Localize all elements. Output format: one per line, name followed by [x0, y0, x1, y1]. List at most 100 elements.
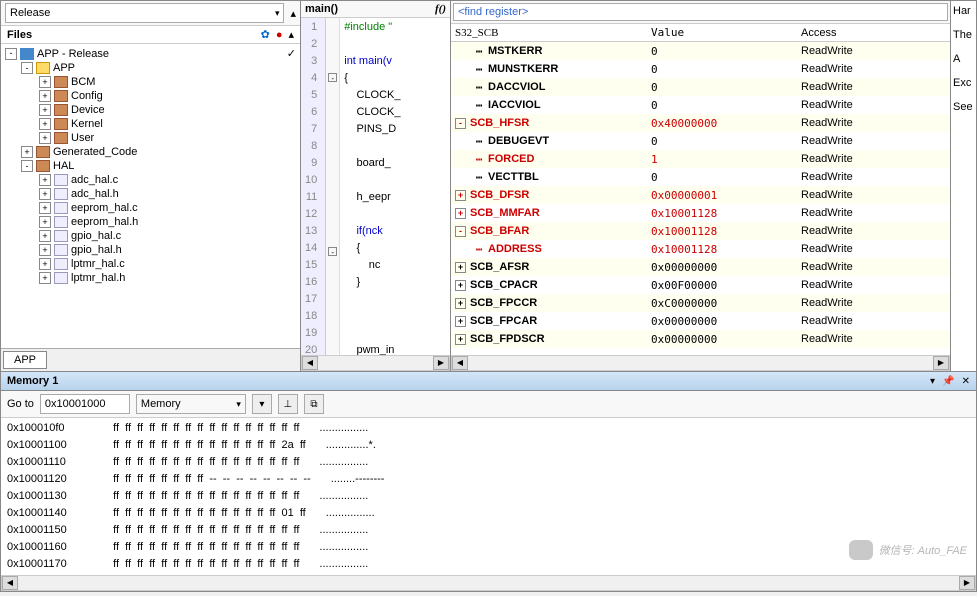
expander-icon[interactable]: + [39, 216, 51, 228]
register-row[interactable]: +SCB_FPCAR0x00000000ReadWrite [451, 312, 950, 330]
expander-icon[interactable]: + [21, 146, 33, 158]
tree-node[interactable]: +Generated_Code [3, 145, 298, 159]
column-header[interactable]: S32_SCB [451, 27, 651, 39]
expander-icon[interactable]: + [455, 334, 466, 345]
expander-icon[interactable]: + [39, 174, 51, 186]
scroll-left-icon[interactable]: ◀ [2, 576, 18, 590]
register-row[interactable]: -SCB_BFAR0x10001128ReadWrite [451, 222, 950, 240]
expander-icon[interactable]: + [455, 262, 466, 273]
tree-node[interactable]: -APP [3, 61, 298, 75]
memory-row[interactable]: 0x10001150 ff ff ff ff ff ff ff ff ff ff… [7, 522, 970, 539]
tree-node[interactable]: +adc_hal.c [3, 173, 298, 187]
tree-node[interactable]: +User [3, 131, 298, 145]
scroll-left-icon[interactable]: ◀ [452, 356, 468, 370]
memory-type-dropdown[interactable]: Memory [136, 394, 246, 414]
memory-row[interactable]: 0x10001110 ff ff ff ff ff ff ff ff ff ff… [7, 454, 970, 471]
register-row[interactable]: ⋯IACCVIOL0ReadWrite [451, 96, 950, 114]
expander-icon[interactable]: + [39, 244, 51, 256]
register-row[interactable]: +SCB_DFSR0x00000001ReadWrite [451, 186, 950, 204]
up-icon[interactable]: ▴ [290, 7, 296, 20]
function-icon[interactable]: f() [435, 3, 446, 15]
scroll-right-icon[interactable]: ▶ [959, 576, 975, 590]
register-row[interactable]: ⋯FORCED1ReadWrite [451, 150, 950, 168]
expander-icon[interactable]: + [39, 132, 51, 144]
tree-node[interactable]: -HAL [3, 159, 298, 173]
tree-node[interactable]: -APP - Release✓ [3, 46, 298, 61]
tree-node[interactable]: +gpio_hal.h [3, 243, 298, 257]
tree-node[interactable]: +lptmr_hal.c [3, 257, 298, 271]
gear-icon[interactable]: ✿ [261, 28, 270, 41]
expander-icon[interactable]: + [39, 118, 51, 130]
release-mode-dropdown[interactable]: Release [5, 3, 284, 23]
tree-node[interactable]: +lptmr_hal.h [3, 271, 298, 285]
register-scrollbar[interactable]: ◀ ▶ [451, 355, 950, 371]
expander-icon[interactable]: + [39, 90, 51, 102]
tree-node[interactable]: +BCM [3, 75, 298, 89]
register-row[interactable]: +SCB_CPACR0x00F00000ReadWrite [451, 276, 950, 294]
memory-address-input[interactable] [40, 394, 130, 414]
register-row[interactable]: -SCB_HFSR0x40000000ReadWrite [451, 114, 950, 132]
column-header[interactable]: Value [651, 26, 801, 39]
toolbar-button-1[interactable]: ▾ [252, 394, 272, 414]
scroll-left-icon[interactable]: ◀ [302, 356, 318, 370]
tree-node[interactable]: +gpio_hal.c [3, 229, 298, 243]
register-row[interactable]: +SCB_FPCCR0xC0000000ReadWrite [451, 294, 950, 312]
find-register-input[interactable] [453, 3, 948, 21]
expander-icon[interactable]: + [39, 230, 51, 242]
dropdown-icon[interactable]: ▾ [930, 376, 935, 387]
toolbar-button-3[interactable]: ⧉ [304, 394, 324, 414]
register-row[interactable]: +SCB_MMFAR0x10001128ReadWrite [451, 204, 950, 222]
register-row[interactable]: ⋯MSTKERR0ReadWrite [451, 42, 950, 60]
chevron-up-icon[interactable]: ▴ [288, 28, 294, 41]
register-row[interactable]: ⋯DACCVIOL0ReadWrite [451, 78, 950, 96]
memory-row[interactable]: 0x10001100 ff ff ff ff ff ff ff ff ff ff… [7, 437, 970, 454]
expander-icon[interactable]: + [39, 76, 51, 88]
memory-row[interactable]: 0x10001170 ff ff ff ff ff ff ff ff ff ff… [7, 556, 970, 573]
tree-node[interactable]: +adc_hal.h [3, 187, 298, 201]
memory-row[interactable]: 0x10001130 ff ff ff ff ff ff ff ff ff ff… [7, 488, 970, 505]
memory-content[interactable]: 0x100010f0 ff ff ff ff ff ff ff ff ff ff… [1, 418, 976, 575]
scroll-right-icon[interactable]: ▶ [433, 356, 449, 370]
register-row[interactable]: +SCB_FPDSCR0x00000000ReadWrite [451, 330, 950, 348]
memory-row[interactable]: 0x10001140 ff ff ff ff ff ff ff ff ff ff… [7, 505, 970, 522]
close-icon[interactable]: ✕ [962, 376, 970, 387]
tree-node[interactable]: +eeprom_hal.c [3, 201, 298, 215]
tree-node[interactable]: +eeprom_hal.h [3, 215, 298, 229]
tree-node[interactable]: +Device [3, 103, 298, 117]
expander-icon[interactable]: + [39, 272, 51, 284]
editor-scrollbar[interactable]: ◀ ▶ [301, 355, 450, 371]
expander-icon[interactable]: + [455, 190, 466, 201]
expander-icon[interactable]: - [455, 118, 466, 129]
register-row[interactable]: ⋯VECTTBL0ReadWrite [451, 168, 950, 186]
pin-icon[interactable]: 📌 [942, 376, 954, 387]
column-header[interactable]: Access [801, 27, 950, 39]
expander-icon[interactable]: + [39, 202, 51, 214]
memory-row[interactable]: 0x10001160 ff ff ff ff ff ff ff ff ff ff… [7, 539, 970, 556]
toolbar-button-2[interactable]: ⊥ [278, 394, 298, 414]
expander-icon[interactable]: - [21, 62, 33, 74]
register-row[interactable]: ⋯DEBUGEVT0ReadWrite [451, 132, 950, 150]
memory-scrollbar[interactable]: ◀ ▶ [1, 575, 976, 591]
expander-icon[interactable]: + [39, 258, 51, 270]
code-area[interactable]: 1234567891011121314151617181920 -- #incl… [301, 18, 450, 355]
file-tree[interactable]: -APP - Release✓-APP+BCM+Config+Device+Ke… [1, 44, 300, 348]
expander-icon[interactable]: + [455, 280, 466, 291]
register-row[interactable]: ⋯MUNSTKERR0ReadWrite [451, 60, 950, 78]
expander-icon[interactable]: - [21, 160, 33, 172]
tree-node[interactable]: +Kernel [3, 117, 298, 131]
app-tab[interactable]: APP [3, 351, 47, 369]
register-row[interactable]: +SCB_AFSR0x00000000ReadWrite [451, 258, 950, 276]
expander-icon[interactable]: - [5, 48, 17, 60]
tree-node[interactable]: +Config [3, 89, 298, 103]
expander-icon[interactable]: + [455, 298, 466, 309]
expander-icon[interactable]: + [39, 104, 51, 116]
expander-icon[interactable]: + [455, 208, 466, 219]
expander-icon[interactable]: - [455, 226, 466, 237]
dot-icon[interactable]: ● [276, 29, 283, 41]
memory-row[interactable]: 0x100010f0 ff ff ff ff ff ff ff ff ff ff… [7, 420, 970, 437]
scroll-right-icon[interactable]: ▶ [933, 356, 949, 370]
expander-icon[interactable]: + [39, 188, 51, 200]
expander-icon[interactable]: + [455, 316, 466, 327]
memory-row[interactable]: 0x10001120 ff ff ff ff ff ff ff ff -- --… [7, 471, 970, 488]
register-row[interactable]: ⋯ADDRESS0x10001128ReadWrite [451, 240, 950, 258]
